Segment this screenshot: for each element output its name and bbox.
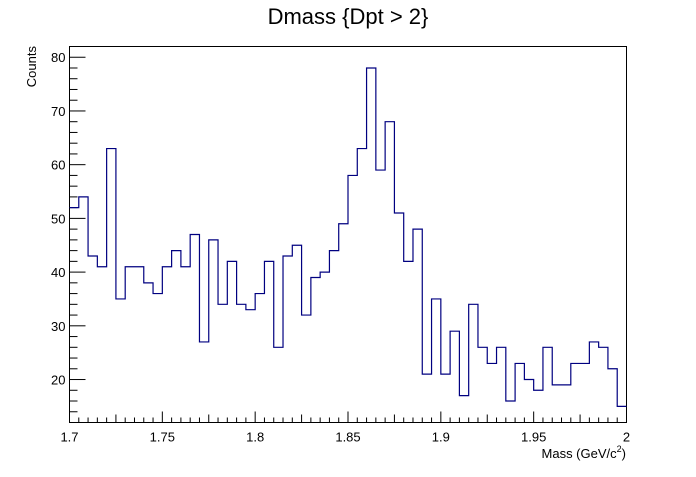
x-axis-label-close: ) [622,446,626,461]
x-axis-label: Mass (GeV/c2) [542,444,626,461]
histogram-bin [413,229,422,422]
histogram-bin [608,369,617,423]
histogram-bin [617,406,626,422]
histogram-bin [237,304,246,422]
histogram-bin [144,283,153,423]
histogram-bin [422,374,431,422]
x-tick-label: 1.7 [60,430,78,445]
histogram-bin [283,256,292,423]
x-axis-label-superscript: 2 [617,444,622,454]
y-axis-label: Counts [24,46,39,88]
histogram-bin [534,390,543,422]
histogram-bin [320,272,329,422]
histogram-bin [172,251,181,423]
histogram-bin [432,299,441,423]
histogram-bin [376,170,385,422]
histogram-bin [107,149,116,423]
histogram-bin [441,374,450,422]
y-tick-label: 80 [51,50,65,65]
histogram-bin [562,385,571,423]
histogram-bin [571,363,580,422]
histogram-bin [357,149,366,423]
histogram-bin [450,331,459,422]
histogram-bin [181,267,190,423]
histogram-bin [524,380,533,423]
histogram-bin [97,267,106,423]
histogram-bin [125,267,134,423]
y-tick-label: 60 [51,158,65,173]
histogram-bin [264,261,273,422]
x-tick-label: 1.9 [432,430,450,445]
x-tick-label: 1.8 [246,430,264,445]
histogram-bin [190,235,199,423]
histogram-bin [348,175,357,422]
histogram-bin [302,315,311,422]
histogram-bin [478,347,487,422]
histogram-bin [367,68,376,423]
histogram-bin [487,363,496,422]
histogram-bin [552,385,561,423]
histogram-bin [274,347,283,422]
y-tick-label: 70 [51,104,65,119]
histogram-bin [88,256,97,423]
histogram-bin [515,363,524,422]
histogram-bin [506,401,515,422]
histogram-bin [469,304,478,422]
histogram-bin [580,363,589,422]
histogram-bin [339,224,348,423]
y-tick-label: 40 [51,265,65,280]
histogram-bin [218,304,227,422]
histogram-bin [162,267,171,423]
histogram-bin [543,347,552,422]
histogram-bin [199,342,208,423]
histogram-bin [116,299,125,423]
x-tick-label: 2 [623,430,630,445]
x-tick-label: 1.75 [150,430,175,445]
histogram-bin [385,122,394,423]
histogram-bin [329,251,338,423]
histogram-bin [227,261,236,422]
x-axis-label-main: Mass (GeV/c [542,446,618,461]
histogram-bin [394,213,403,422]
y-tick-label: 30 [51,319,65,334]
histogram-bin [497,347,506,422]
histogram-bin [311,277,320,422]
histogram-bin [209,240,218,423]
histogram-bin [246,310,255,423]
histogram-bin [255,294,264,423]
axis-ticks: 1.7 1.75 1.8 1.85 1.9 1.95 2 20 30 40 50 60 70 80 [51,46,630,445]
histogram-bin [589,342,598,423]
x-tick-label: 1.85 [335,430,360,445]
histogram-bin [79,197,88,423]
histogram-bin [404,261,413,422]
histogram-outline [69,67,627,407]
histogram-bin [134,267,143,423]
histogram-bin [599,347,608,422]
y-tick-label: 50 [51,211,65,226]
histogram-bin [459,396,468,423]
histogram-bin [292,245,301,422]
chart-title: Dmass {Dpt > 2} [268,4,429,29]
y-tick-label: 20 [51,373,65,388]
histogram-bin [153,294,162,423]
x-tick-label: 1.95 [521,430,546,445]
